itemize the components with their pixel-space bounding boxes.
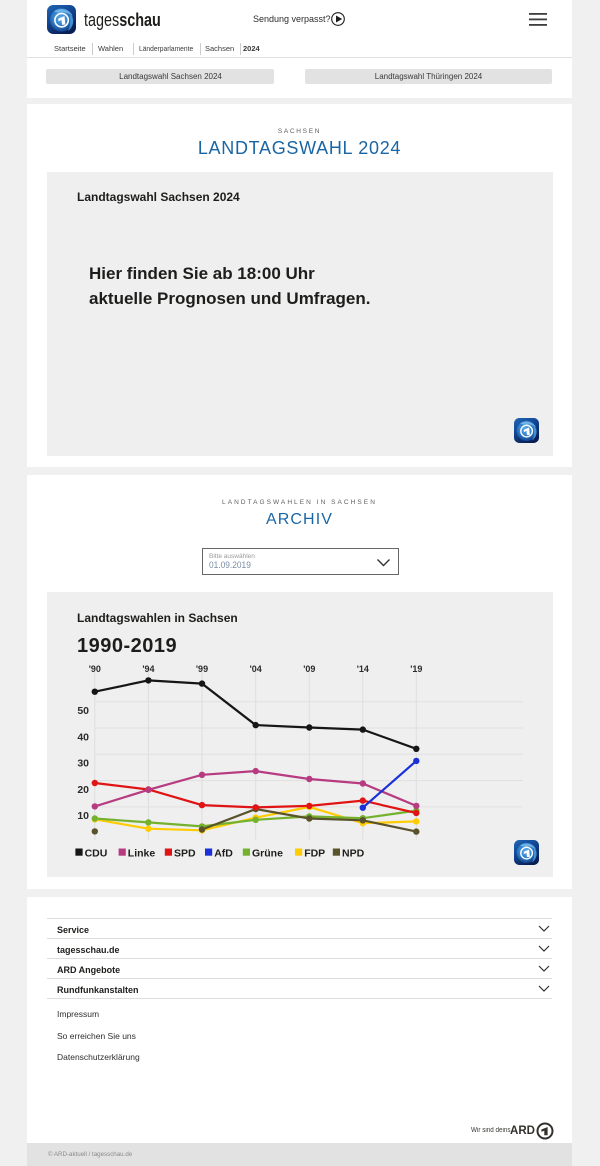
svg-text:CDU: CDU [85,848,108,860]
svg-text:'94: '94 [142,664,154,674]
svg-text:'19: '19 [410,664,422,674]
svg-text:FDP: FDP [304,848,325,860]
svg-text:Grüne: Grüne [252,848,283,860]
svg-text:1990-2019: 1990-2019 [77,635,177,657]
svg-text:NPD: NPD [342,848,365,860]
svg-text:'99: '99 [196,664,208,674]
svg-text:Landtagswahlen in Sachsen: Landtagswahlen in Sachsen [77,611,238,625]
svg-text:20: 20 [77,784,89,796]
svg-text:SPD: SPD [174,848,196,860]
svg-text:10: 10 [77,810,89,822]
svg-text:Linke: Linke [128,848,156,860]
svg-text:'14: '14 [357,664,369,674]
svg-text:'09: '09 [303,664,315,674]
svg-text:40: 40 [77,731,89,743]
svg-text:'90: '90 [89,664,101,674]
svg-text:AfD: AfD [214,848,233,860]
svg-text:30: 30 [77,758,89,770]
svg-text:50: 50 [77,705,89,717]
svg-text:'04: '04 [250,664,262,674]
